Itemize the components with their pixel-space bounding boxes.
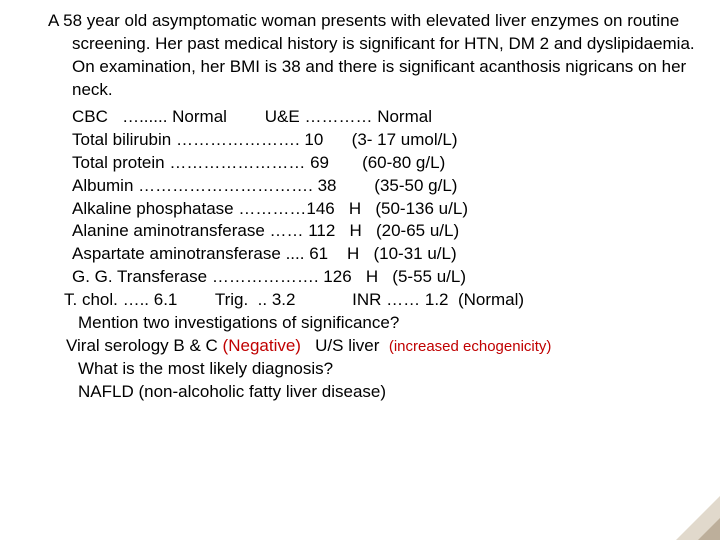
lab-ref: (10-31 u/L)	[369, 244, 457, 263]
answer-1a-label: Viral serology B & C	[66, 336, 218, 355]
lab-dots: ………………………….	[133, 176, 312, 195]
lab-row: Alanine aminotransferase …… 112 H (20-65…	[72, 220, 696, 243]
ue-dots: …………	[304, 107, 372, 126]
lab-value: 146	[306, 199, 334, 218]
lab-flag: H	[335, 221, 371, 240]
screening-line: CBC …...... Normal U&E ………… Normal	[72, 106, 696, 129]
lab-name: Albumin	[72, 176, 133, 195]
cbc-result: Normal	[172, 107, 227, 126]
lab-value: 10	[300, 130, 324, 149]
lipids-line: T. chol. ….. 6.1 Trig. .. 3.2 INR …… 1.2…	[64, 289, 696, 312]
lab-name: Total bilirubin	[72, 130, 171, 149]
lab-flag	[323, 130, 351, 149]
lab-name: G. G. Transferase	[72, 267, 207, 286]
lab-dots: ……………….	[207, 267, 318, 286]
lab-ref: (50-136 u/L)	[371, 199, 468, 218]
lab-value: 61	[304, 244, 328, 263]
ue-label: U&E	[265, 107, 300, 126]
lab-dots: ………………….	[171, 130, 299, 149]
lab-name: Aspartate aminotransferase	[72, 244, 281, 263]
lab-ref: (5-55 u/L)	[388, 267, 466, 286]
lab-flag	[329, 153, 357, 172]
lab-name: Alanine aminotransferase	[72, 221, 265, 240]
lab-row: Albumin …………………………. 38 (35-50 g/L)	[72, 175, 696, 198]
clinical-case-paragraph: A 58 year old asymptomatic woman present…	[24, 10, 696, 102]
lab-row: Alkaline phosphatase …………146 H (50-136 u…	[72, 198, 696, 221]
lab-value: 69	[305, 153, 329, 172]
question-1: Mention two investigations of significan…	[24, 312, 696, 335]
lab-dots: ……	[265, 221, 304, 240]
answer-2: NAFLD (non-alcoholic fatty liver disease…	[24, 381, 696, 404]
lab-dots: ....	[281, 244, 305, 263]
lab-row: Total protein …………………… 69 (60-80 g/L)	[72, 152, 696, 175]
lab-dots: …………	[234, 199, 307, 218]
answer-1a-result: (Negative)	[223, 336, 301, 355]
question-2: What is the most likely diagnosis?	[24, 358, 696, 381]
cbc-dots: …......	[122, 107, 167, 126]
lab-value: 112	[304, 221, 336, 240]
lab-value: 126	[319, 267, 352, 286]
lab-flag: H	[352, 267, 388, 286]
lab-name: Total protein	[72, 153, 165, 172]
lab-value: 38	[313, 176, 337, 195]
lab-row: Aspartate aminotransferase .... 61 H (10…	[72, 243, 696, 266]
slide: A 58 year old asymptomatic woman present…	[0, 0, 720, 540]
lab-ref: (35-50 g/L)	[365, 176, 458, 195]
lab-row: Total bilirubin …………………. 10 (3- 17 umol/…	[72, 129, 696, 152]
corner-decoration-inner-icon	[698, 518, 720, 540]
lab-results-block: CBC …...... Normal U&E ………… Normal Total…	[24, 106, 696, 312]
lab-ref: (60-80 g/L)	[357, 153, 445, 172]
lab-dots: ……………………	[165, 153, 306, 172]
lab-ref: (20-65 u/L)	[371, 221, 459, 240]
answer-1b-result: (increased echogenicity)	[389, 338, 552, 355]
lab-row: G. G. Transferase ………………. 126 H (5-55 u/…	[72, 266, 696, 289]
lab-ref: (3- 17 umol/L)	[352, 130, 458, 149]
lab-flag: H	[335, 199, 371, 218]
cbc-label: CBC	[72, 107, 108, 126]
lab-flag: H	[328, 244, 369, 263]
answer-1b-label: U/S liver	[315, 336, 379, 355]
ue-result: Normal	[377, 107, 432, 126]
answer-1: Viral serology B & C (Negative) U/S live…	[24, 335, 696, 358]
lab-flag	[337, 176, 365, 195]
lab-name: Alkaline phosphatase	[72, 199, 234, 218]
